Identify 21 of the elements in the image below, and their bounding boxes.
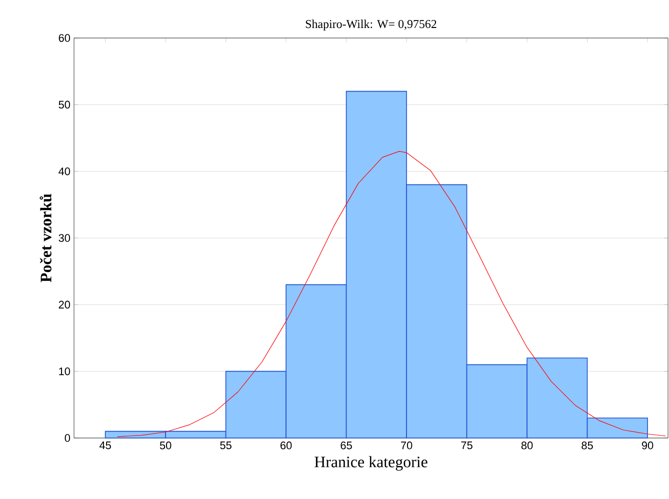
y-tick-label: 30 bbox=[58, 234, 70, 242]
x-tick-label: 50 bbox=[160, 442, 172, 450]
y-tick-label: 20 bbox=[58, 300, 70, 309]
y-tick-label: 60 bbox=[58, 34, 70, 42]
chart-title: Shapiro-Wilk: W= 0,97562 bbox=[306, 20, 436, 31]
y-tick-label: 10 bbox=[59, 367, 70, 376]
x-tick-label: 90 bbox=[642, 442, 654, 450]
x-tick-label: 65 bbox=[340, 442, 352, 450]
x-tick-label: 75 bbox=[461, 442, 472, 450]
y-tick-label: 40 bbox=[58, 167, 70, 176]
x-tick-label: 80 bbox=[521, 442, 533, 450]
y-axis-title: Počet vzorků bbox=[40, 194, 52, 282]
x-tick-label: 70 bbox=[401, 442, 412, 450]
x-tick-label: 60 bbox=[280, 442, 292, 450]
line-series bbox=[117, 151, 666, 437]
x-tick-label: 55 bbox=[220, 442, 232, 450]
x-tick-label: 45 bbox=[99, 442, 111, 450]
x-axis-title: Hranice kategorie bbox=[314, 456, 428, 471]
y-tick-label: 0 bbox=[64, 434, 70, 442]
x-tick-label: 85 bbox=[582, 442, 593, 450]
y-tick-label: 50 bbox=[58, 100, 70, 109]
